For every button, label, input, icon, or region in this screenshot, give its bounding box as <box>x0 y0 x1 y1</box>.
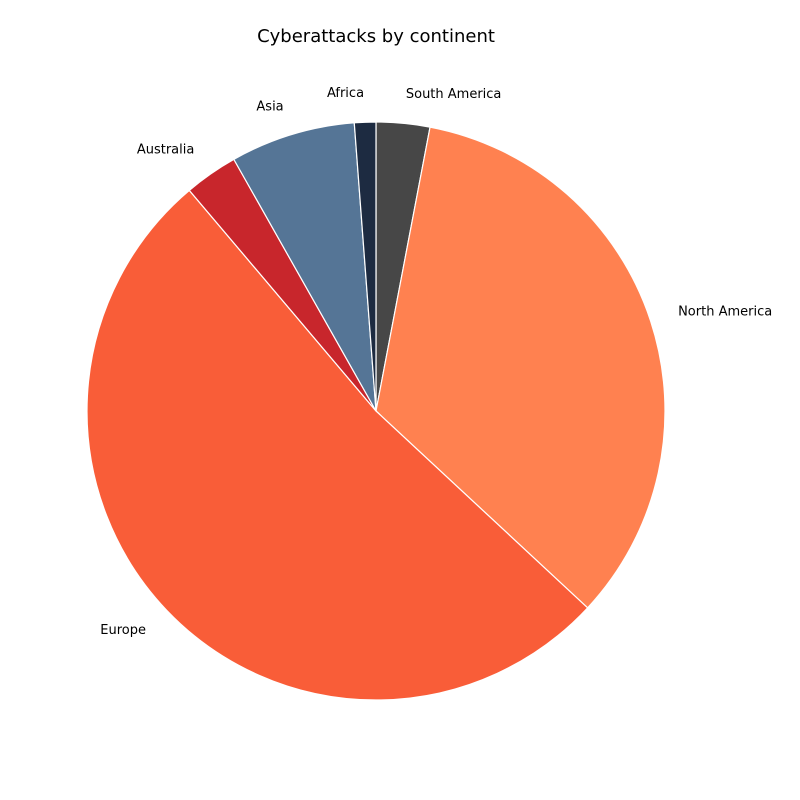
pie-slice-africa <box>353 121 377 412</box>
pie-slice-asia <box>233 122 377 412</box>
pie-label-europe: Europe <box>100 623 146 638</box>
pie-label-africa: Africa <box>327 86 364 101</box>
pie-slice-europe <box>86 189 589 701</box>
pie-label-north-america: North America <box>678 305 772 320</box>
pie-labels: South America North America Europe Australi… <box>100 86 772 638</box>
pie-slice-north-america <box>375 126 666 609</box>
pie-slices <box>86 121 666 701</box>
pie-label-australia: Australia <box>137 143 195 158</box>
pie-label-south-america: South America <box>406 87 502 102</box>
chart-title: Cyberattacks by continent <box>257 26 495 47</box>
pie-label-asia: Asia <box>256 99 283 114</box>
